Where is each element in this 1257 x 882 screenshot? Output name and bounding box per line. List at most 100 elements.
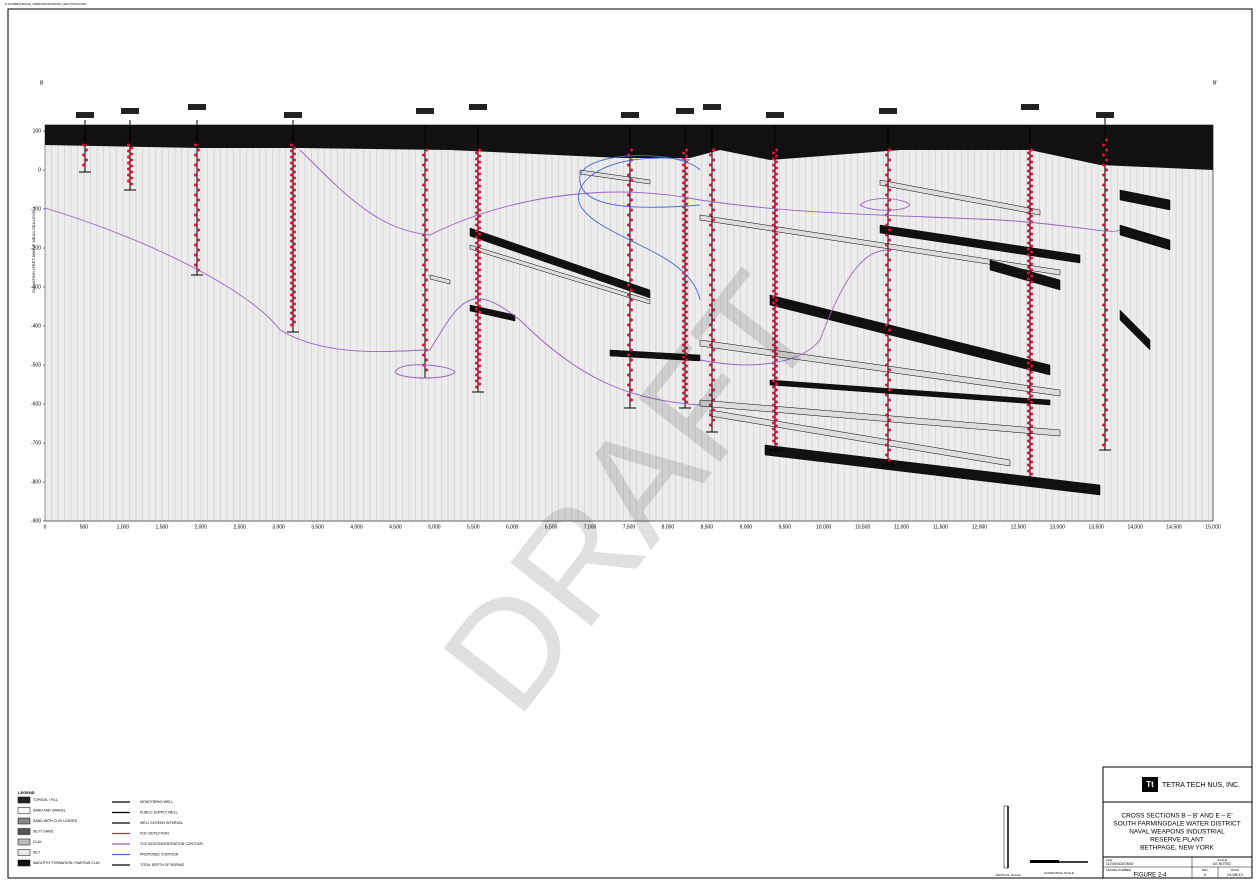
voc-detection [478, 233, 481, 236]
voc-detection [475, 158, 478, 161]
voc-detection [293, 267, 296, 270]
voc-detection [197, 209, 200, 212]
boring-label [121, 108, 139, 114]
voc-detection [1105, 239, 1108, 242]
figure: FIGURE 2-4 [1133, 873, 1167, 879]
voc-detection [290, 162, 293, 165]
x-tick-label: 13,500 [1089, 524, 1105, 530]
voc-detection [888, 239, 891, 242]
voc-detection [1027, 218, 1030, 221]
voc-detection [475, 266, 478, 269]
voc-detection [293, 273, 296, 276]
voc-detection [478, 371, 481, 374]
legend-item: MONITORING WELL [140, 800, 173, 804]
voc-detection [630, 259, 633, 262]
voc-detection [709, 194, 712, 197]
voc-detection [775, 161, 778, 164]
voc-detection [475, 194, 478, 197]
voc-detection [1027, 416, 1030, 419]
voc-detection [682, 260, 685, 263]
voc-detection [682, 224, 685, 227]
x-tick-label: 4,000 [350, 524, 363, 530]
voc-detection [885, 264, 888, 267]
voc-detection [775, 179, 778, 182]
company: TETRA TECH NUS, INC. [1162, 782, 1240, 789]
voc-detection [475, 290, 478, 293]
voc-detection [685, 203, 688, 206]
voc-detection [85, 149, 88, 152]
voc-detection [422, 274, 425, 277]
voc-detection [1027, 176, 1030, 179]
voc-detection [1102, 444, 1105, 447]
voc-detection [709, 214, 712, 217]
voc-detection [1027, 338, 1030, 341]
voc-detection [1027, 284, 1030, 287]
voc-detection [422, 194, 425, 197]
voc-detection [630, 229, 633, 232]
voc-detection [290, 312, 293, 315]
voc-detection [290, 204, 293, 207]
voc-detection [293, 207, 296, 210]
voc-detection [712, 149, 715, 152]
voc-detection [290, 222, 293, 225]
voc-detection [1030, 299, 1033, 302]
file-stamp: P:\GIS\BETHPAGE_NWIRP\MXD\CROSS_SECTIONS… [5, 2, 87, 6]
voc-detection [1102, 144, 1105, 147]
voc-detection [709, 164, 712, 167]
voc-detection [1027, 332, 1030, 335]
voc-detection [425, 239, 428, 242]
voc-detection [682, 200, 685, 203]
voc-detection [775, 257, 778, 260]
voc-detection [888, 319, 891, 322]
voc-detection [1030, 233, 1033, 236]
voc-detection [775, 239, 778, 242]
x-tick-label: 14,000 [1127, 524, 1143, 530]
voc-detection [775, 173, 778, 176]
voc-detection [888, 159, 891, 162]
voc-detection [1102, 224, 1105, 227]
voc-detection [885, 344, 888, 347]
voc-detection [1027, 158, 1030, 161]
voc-detection [194, 254, 197, 257]
voc-detection [685, 209, 688, 212]
voc-detection [1030, 347, 1033, 350]
voc-detection [885, 304, 888, 307]
voc-detection [475, 206, 478, 209]
voc-detection [1105, 169, 1108, 172]
voc-detection [775, 275, 778, 278]
voc-detection [290, 294, 293, 297]
voc-detection [682, 170, 685, 173]
voc-detection [478, 365, 481, 368]
voc-detection [130, 165, 133, 168]
voc-detection [290, 282, 293, 285]
voc-detection [130, 183, 133, 186]
voc-detection [425, 249, 428, 252]
voc-detection [197, 229, 200, 232]
voc-detection [1030, 281, 1033, 284]
voc-detection [1105, 309, 1108, 312]
voc-detection [772, 218, 775, 221]
voc-detection [1030, 203, 1033, 206]
voc-detection [1030, 353, 1033, 356]
voc-detection [293, 315, 296, 318]
voc-detection [293, 285, 296, 288]
y-tick-label: -800 [31, 479, 41, 485]
voc-detection [475, 242, 478, 245]
title-line: RESERVE PLANT [1150, 837, 1204, 844]
voc-detection [1030, 161, 1033, 164]
voc-detection [772, 230, 775, 233]
voc-detection [290, 228, 293, 231]
voc-detection [425, 269, 428, 272]
voc-detection [1030, 155, 1033, 158]
voc-detection [422, 334, 425, 337]
voc-detection [1030, 359, 1033, 362]
voc-detection [1105, 399, 1108, 402]
voc-detection [885, 444, 888, 447]
voc-detection [1105, 299, 1108, 302]
voc-detection [475, 224, 478, 227]
voc-detection [1030, 275, 1033, 278]
voc-detection [475, 188, 478, 191]
x-tick-label: 3,500 [311, 524, 324, 530]
scale-label: HORIZONTAL SCALE [1044, 871, 1074, 875]
voc-detection [425, 329, 428, 332]
